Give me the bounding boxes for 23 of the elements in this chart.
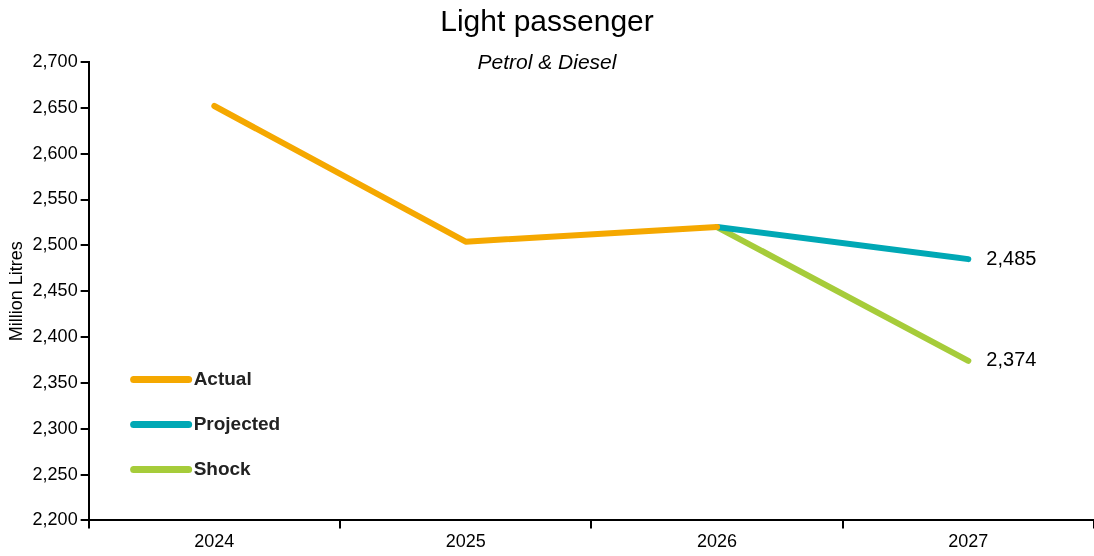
y-tick-label: 2,500 bbox=[32, 234, 78, 255]
y-tick-label: 2,700 bbox=[32, 50, 78, 71]
x-tick-label: 2025 bbox=[445, 531, 486, 552]
y-tick-label: 2,250 bbox=[32, 463, 78, 484]
chart-title: Light passenger bbox=[439, 4, 655, 38]
x-tick-label: 2026 bbox=[696, 531, 738, 552]
data-label: 2,374 bbox=[986, 348, 1037, 371]
y-tick-label: 2,300 bbox=[32, 417, 78, 438]
x-tick-label: 2027 bbox=[948, 531, 989, 552]
chart-subtitle: Petrol & Diesel bbox=[477, 50, 617, 73]
x-tick-label: 2024 bbox=[194, 531, 235, 552]
y-tick-label: 2,350 bbox=[32, 371, 78, 392]
y-tick-label: 2,600 bbox=[32, 142, 78, 163]
y-tick-label: 2,400 bbox=[32, 326, 78, 347]
y-tick-label: 2,450 bbox=[32, 280, 78, 301]
legend-label: Projected bbox=[193, 412, 281, 434]
y-axis-title: Million Litres bbox=[5, 241, 26, 342]
legend-label: Shock bbox=[193, 457, 252, 479]
y-tick-label: 2,550 bbox=[32, 188, 78, 209]
data-label: 2,485 bbox=[986, 246, 1037, 269]
y-tick-label: 2,650 bbox=[32, 96, 78, 117]
y-tick-label: 2,200 bbox=[32, 509, 78, 530]
legend-label: Actual bbox=[193, 367, 252, 389]
